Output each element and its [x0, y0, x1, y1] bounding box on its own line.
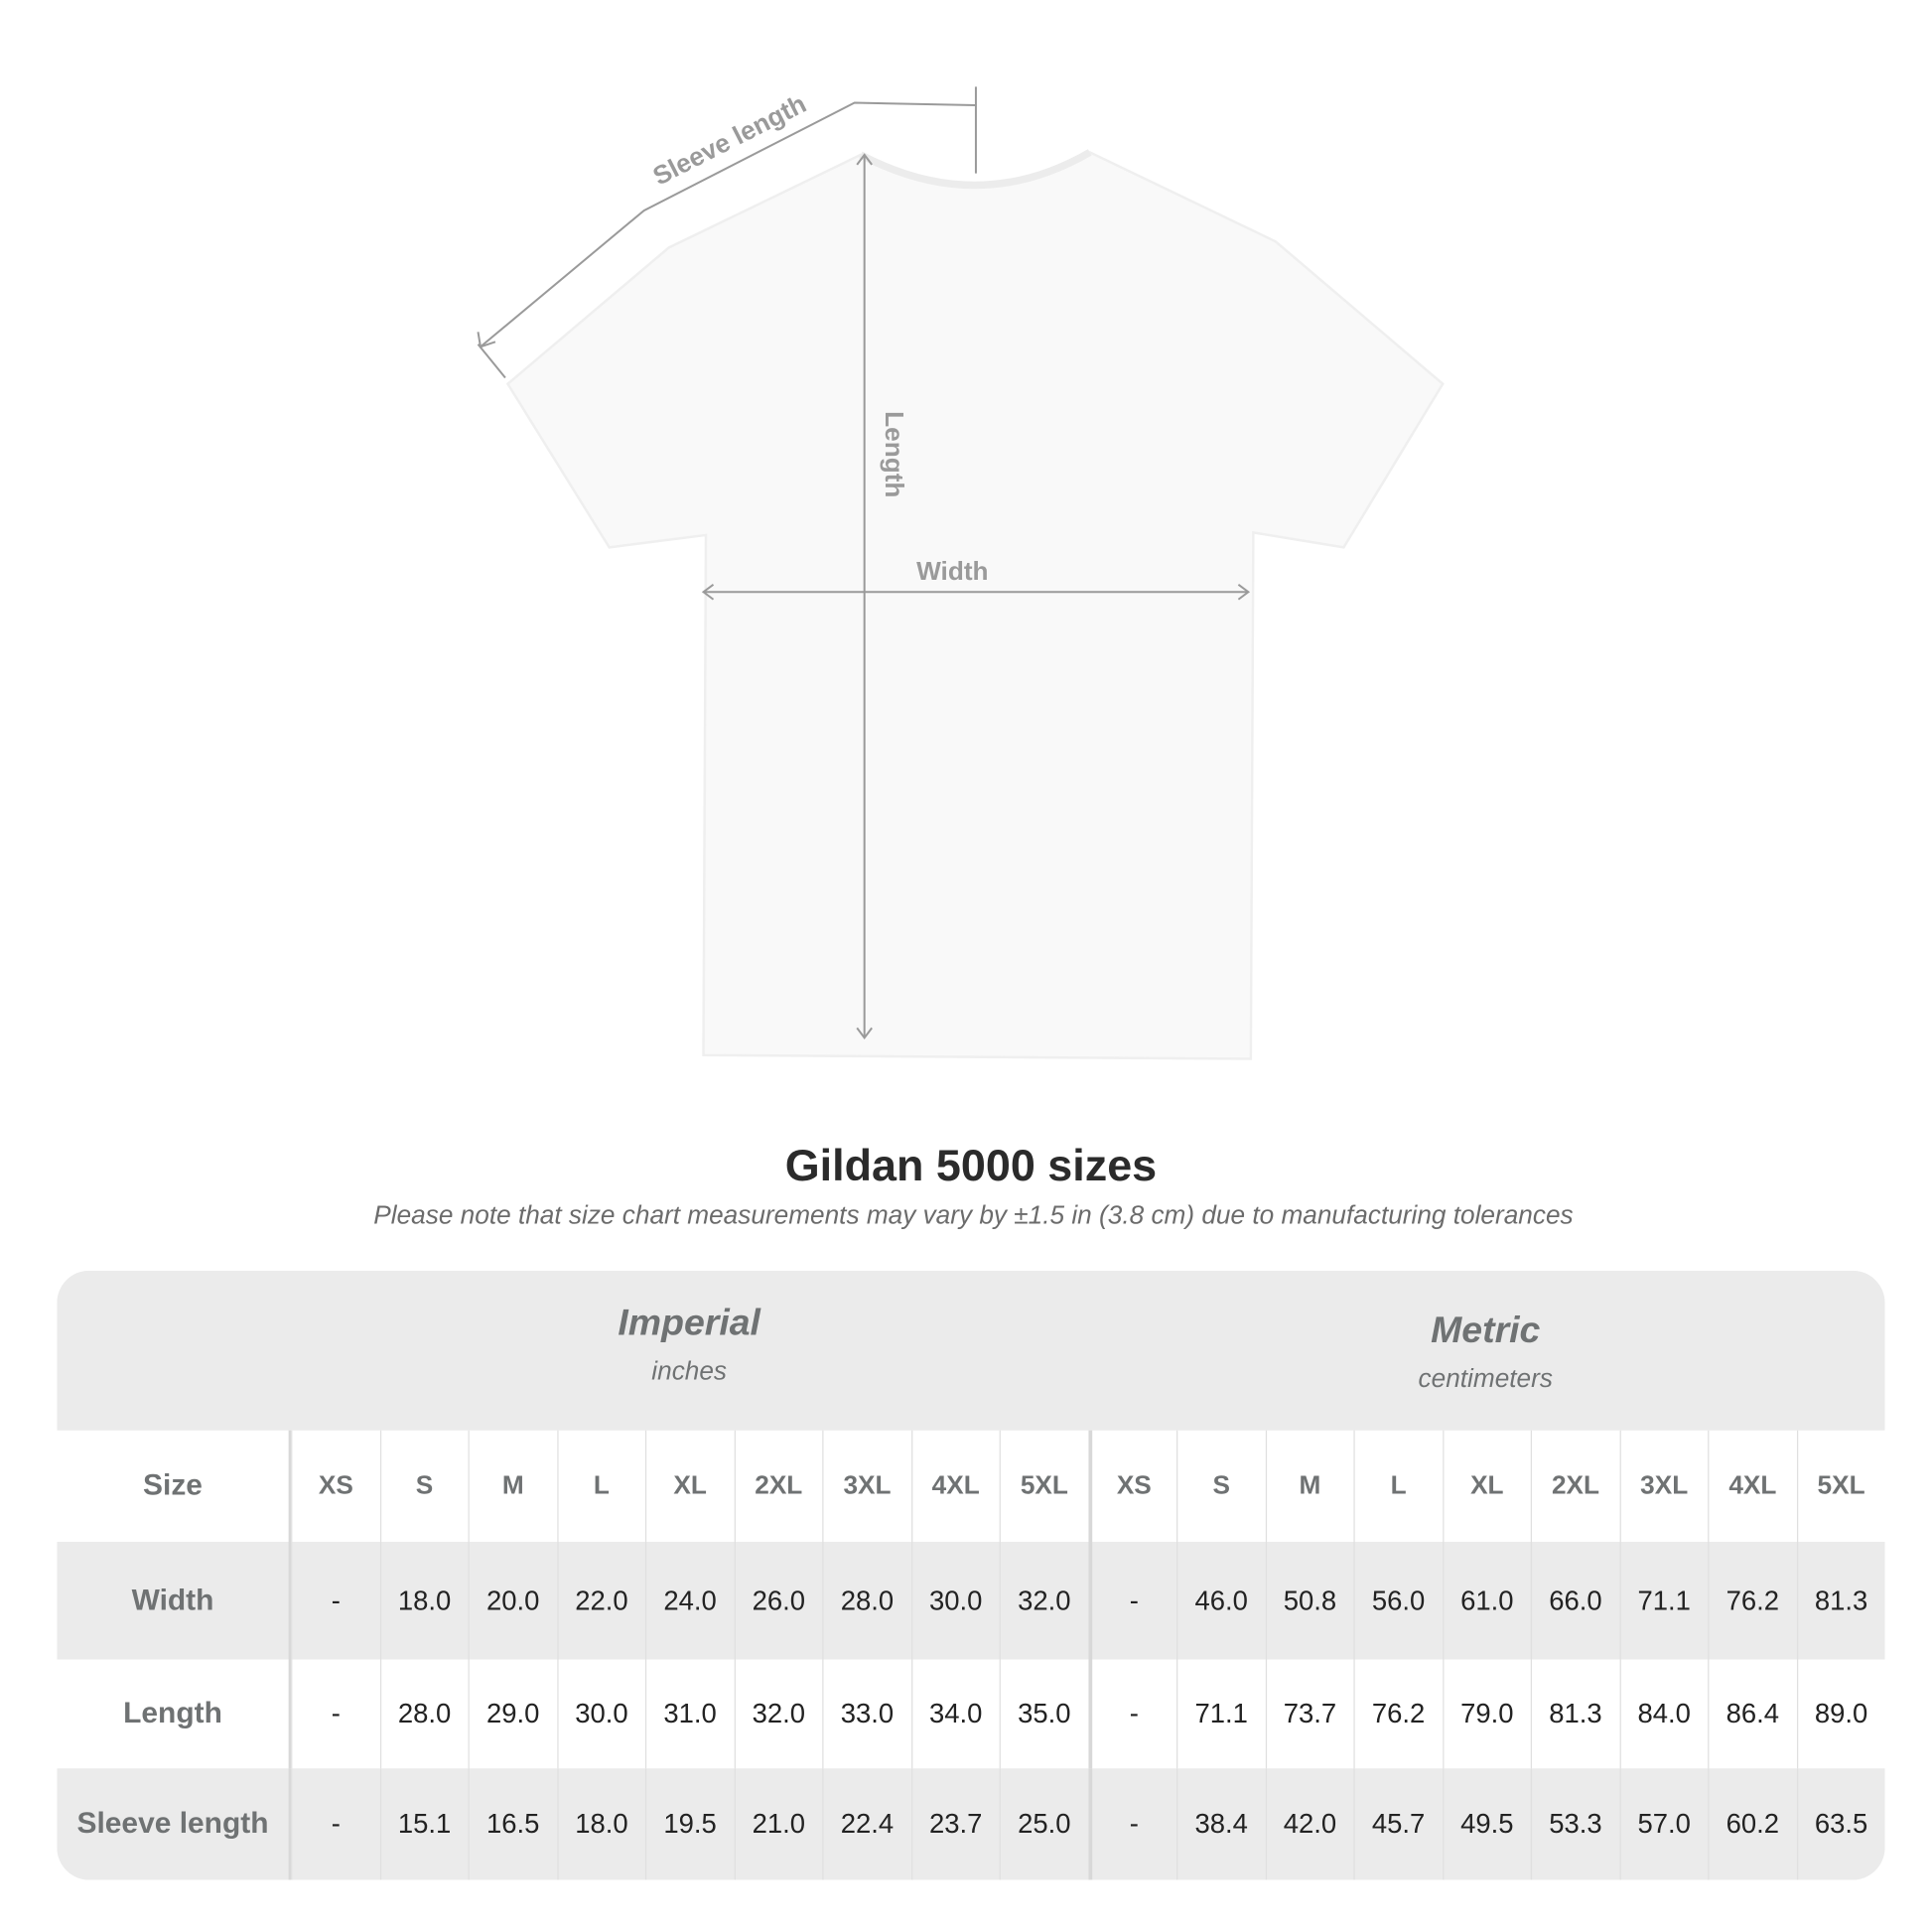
metric-value: 71.1 [1176, 1659, 1265, 1769]
imperial-value: 34.0 [910, 1659, 999, 1769]
imperial-value: 32.0 [734, 1659, 822, 1769]
length-label: Length [880, 411, 909, 497]
metric-value: 49.5 [1442, 1768, 1531, 1880]
metric-value: - [1087, 1768, 1176, 1880]
size-table: Imperial inches Metric centimeters Size X… [57, 1270, 1885, 1880]
imperial-value: 31.0 [644, 1659, 734, 1769]
imperial-value: 25.0 [999, 1768, 1088, 1880]
imperial-size-L: L [556, 1430, 645, 1543]
tshirt-shape [505, 151, 1445, 1060]
page-title: Gildan 5000 sizes [784, 1139, 1158, 1190]
metric-size-3XL: 3XL [1618, 1430, 1708, 1543]
imperial-value: - [291, 1768, 379, 1880]
metric-value: 63.5 [1796, 1768, 1884, 1880]
metric-value: - [1087, 1659, 1176, 1769]
metric-value: 57.0 [1618, 1768, 1708, 1880]
metric-size-L: L [1353, 1430, 1442, 1543]
metric-value: 71.1 [1618, 1542, 1708, 1660]
tolerance-note: Please note that size chart measurements… [373, 1200, 1574, 1230]
metric-value: 73.7 [1265, 1659, 1353, 1769]
imperial-size-3XL: 3XL [822, 1430, 910, 1543]
metric-value: 46.0 [1176, 1542, 1265, 1660]
imperial-value: 28.0 [379, 1659, 468, 1769]
imperial-value: 22.0 [556, 1542, 645, 1660]
imperial-value: 22.4 [822, 1768, 910, 1880]
imperial-value: 19.5 [644, 1768, 734, 1880]
measure-lines [477, 86, 1251, 1039]
imperial-value: 16.5 [468, 1768, 557, 1880]
imperial-size-5XL: 5XL [999, 1430, 1088, 1543]
metric-value: 81.3 [1796, 1542, 1884, 1660]
imperial-unit: inches [651, 1357, 728, 1386]
imperial-size-4XL: 4XL [910, 1430, 999, 1543]
metric-size-M: M [1265, 1430, 1353, 1543]
metric-value: 84.0 [1618, 1659, 1708, 1769]
metric-value: 61.0 [1442, 1542, 1531, 1660]
imperial-size-M: M [468, 1430, 557, 1543]
imperial-size-XS: XS [291, 1430, 379, 1543]
size-header-row: Size XS S M L XL 2XL 3XL 4XL 5XL XS S M L XL 2XL 3XL 4XL 5… [57, 1430, 1884, 1543]
table-row: Length -28.0 29.0 30.0 31.0 32.0 33.0 34.0 35.0-… [57, 1659, 1884, 1769]
row-label: Sleeve length [57, 1768, 292, 1880]
imperial-size-XL: XL [644, 1430, 734, 1543]
metric-value: 45.7 [1353, 1768, 1442, 1880]
metric-size-4XL: 4XL [1708, 1430, 1796, 1543]
imperial-value: - [291, 1542, 379, 1660]
table-header: Imperial inches Metric centimeters [57, 1270, 1885, 1431]
metric-size-5XL: 5XL [1796, 1430, 1884, 1543]
imperial-value: 30.0 [910, 1542, 999, 1660]
imperial-value: 20.0 [468, 1542, 557, 1660]
imperial-header: Imperial inches [291, 1303, 1087, 1387]
metric-value: 38.4 [1176, 1768, 1265, 1880]
metric-value: 86.4 [1708, 1659, 1796, 1769]
metric-size-S: S [1176, 1430, 1265, 1543]
metric-value: 81.3 [1530, 1659, 1619, 1769]
metric-value: 53.3 [1530, 1768, 1619, 1880]
tshirt-diagram: Sleeve length Length Width [477, 86, 1445, 1060]
imperial-value: 30.0 [556, 1659, 645, 1769]
imperial-size-2XL: 2XL [734, 1430, 822, 1543]
imperial-value: 23.7 [910, 1768, 999, 1880]
table-row: Width -18.0 20.0 22.0 24.0 26.0 28.0 30.0 32.0-4… [57, 1542, 1885, 1660]
metric-size-XL: XL [1442, 1430, 1531, 1543]
metric-value: 50.8 [1265, 1542, 1353, 1660]
metric-value: 76.2 [1353, 1659, 1442, 1769]
imperial-value: 35.0 [999, 1659, 1088, 1769]
metric-value: - [1087, 1542, 1176, 1660]
imperial-value: 18.0 [379, 1542, 468, 1660]
width-label: Width [916, 556, 988, 586]
metric-value: 42.0 [1265, 1768, 1353, 1880]
imperial-title: Imperial [618, 1303, 760, 1344]
metric-value: 89.0 [1796, 1659, 1884, 1769]
metric-value: 56.0 [1353, 1542, 1442, 1660]
metric-header: Metric centimeters [1087, 1311, 1883, 1395]
sleeve-length-label: Sleeve length [648, 88, 811, 191]
metric-title: Metric [1431, 1310, 1541, 1351]
table-row: Sleeve length -15.1 16.5 18.0 19.5 21.0 22.4 23… [57, 1768, 1885, 1880]
imperial-value: 24.0 [644, 1542, 734, 1660]
row-label: Length [57, 1659, 292, 1769]
metric-size-XS: XS [1087, 1430, 1176, 1543]
imperial-value: 26.0 [734, 1542, 822, 1660]
metric-unit: centimeters [1418, 1364, 1553, 1394]
imperial-value: 32.0 [999, 1542, 1088, 1660]
imperial-value: 33.0 [822, 1659, 910, 1769]
size-label: Size [57, 1430, 292, 1543]
metric-size-2XL: 2XL [1530, 1430, 1619, 1543]
imperial-value: 28.0 [822, 1542, 910, 1660]
imperial-size-S: S [379, 1430, 468, 1543]
metric-value: 66.0 [1530, 1542, 1619, 1660]
row-label: Width [57, 1542, 292, 1660]
imperial-value: 29.0 [468, 1659, 557, 1769]
metric-value: 60.2 [1708, 1768, 1796, 1880]
imperial-value: 21.0 [734, 1768, 822, 1880]
imperial-value: 15.1 [379, 1768, 468, 1880]
imperial-value: - [291, 1659, 379, 1769]
imperial-value: 18.0 [556, 1768, 645, 1880]
metric-value: 76.2 [1708, 1542, 1796, 1660]
metric-value: 79.0 [1442, 1659, 1531, 1769]
